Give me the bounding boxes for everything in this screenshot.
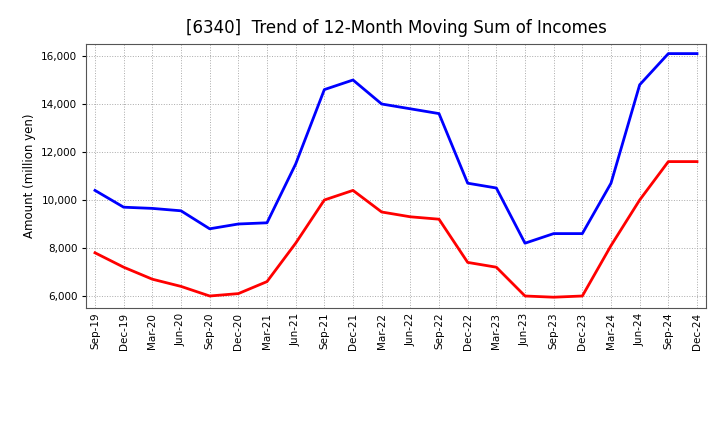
Net Income — [348, 188, 357, 193]
Ordinary Income — [176, 208, 185, 213]
Line: Ordinary Income: Ordinary Income — [95, 54, 697, 243]
Ordinary Income — [205, 226, 214, 231]
Ordinary Income — [91, 188, 99, 193]
Line: Net Income: Net Income — [95, 161, 697, 297]
Title: [6340]  Trend of 12-Month Moving Sum of Incomes: [6340] Trend of 12-Month Moving Sum of I… — [186, 19, 606, 37]
Net Income — [205, 293, 214, 299]
Ordinary Income — [435, 111, 444, 116]
Net Income — [521, 293, 529, 299]
Ordinary Income — [148, 206, 157, 211]
Ordinary Income — [464, 180, 472, 186]
Net Income — [91, 250, 99, 256]
Net Income — [464, 260, 472, 265]
Ordinary Income — [377, 101, 386, 106]
Ordinary Income — [492, 185, 500, 191]
Net Income — [435, 216, 444, 222]
Net Income — [664, 159, 672, 164]
Net Income — [263, 279, 271, 284]
Net Income — [176, 284, 185, 289]
Ordinary Income — [263, 220, 271, 225]
Net Income — [607, 243, 616, 248]
Ordinary Income — [234, 221, 243, 227]
Ordinary Income — [549, 231, 558, 236]
Ordinary Income — [664, 51, 672, 56]
Net Income — [377, 209, 386, 215]
Net Income — [148, 277, 157, 282]
Ordinary Income — [320, 87, 328, 92]
Net Income — [120, 264, 128, 270]
Y-axis label: Amount (million yen): Amount (million yen) — [23, 114, 36, 238]
Net Income — [320, 198, 328, 203]
Ordinary Income — [578, 231, 587, 236]
Net Income — [578, 293, 587, 299]
Ordinary Income — [348, 77, 357, 83]
Net Income — [635, 198, 644, 203]
Net Income — [693, 159, 701, 164]
Ordinary Income — [635, 82, 644, 88]
Ordinary Income — [521, 241, 529, 246]
Net Income — [549, 294, 558, 300]
Net Income — [292, 241, 300, 246]
Net Income — [492, 264, 500, 270]
Ordinary Income — [693, 51, 701, 56]
Ordinary Income — [292, 161, 300, 167]
Ordinary Income — [607, 180, 616, 186]
Net Income — [406, 214, 415, 220]
Net Income — [234, 291, 243, 296]
Ordinary Income — [120, 205, 128, 210]
Ordinary Income — [406, 106, 415, 111]
